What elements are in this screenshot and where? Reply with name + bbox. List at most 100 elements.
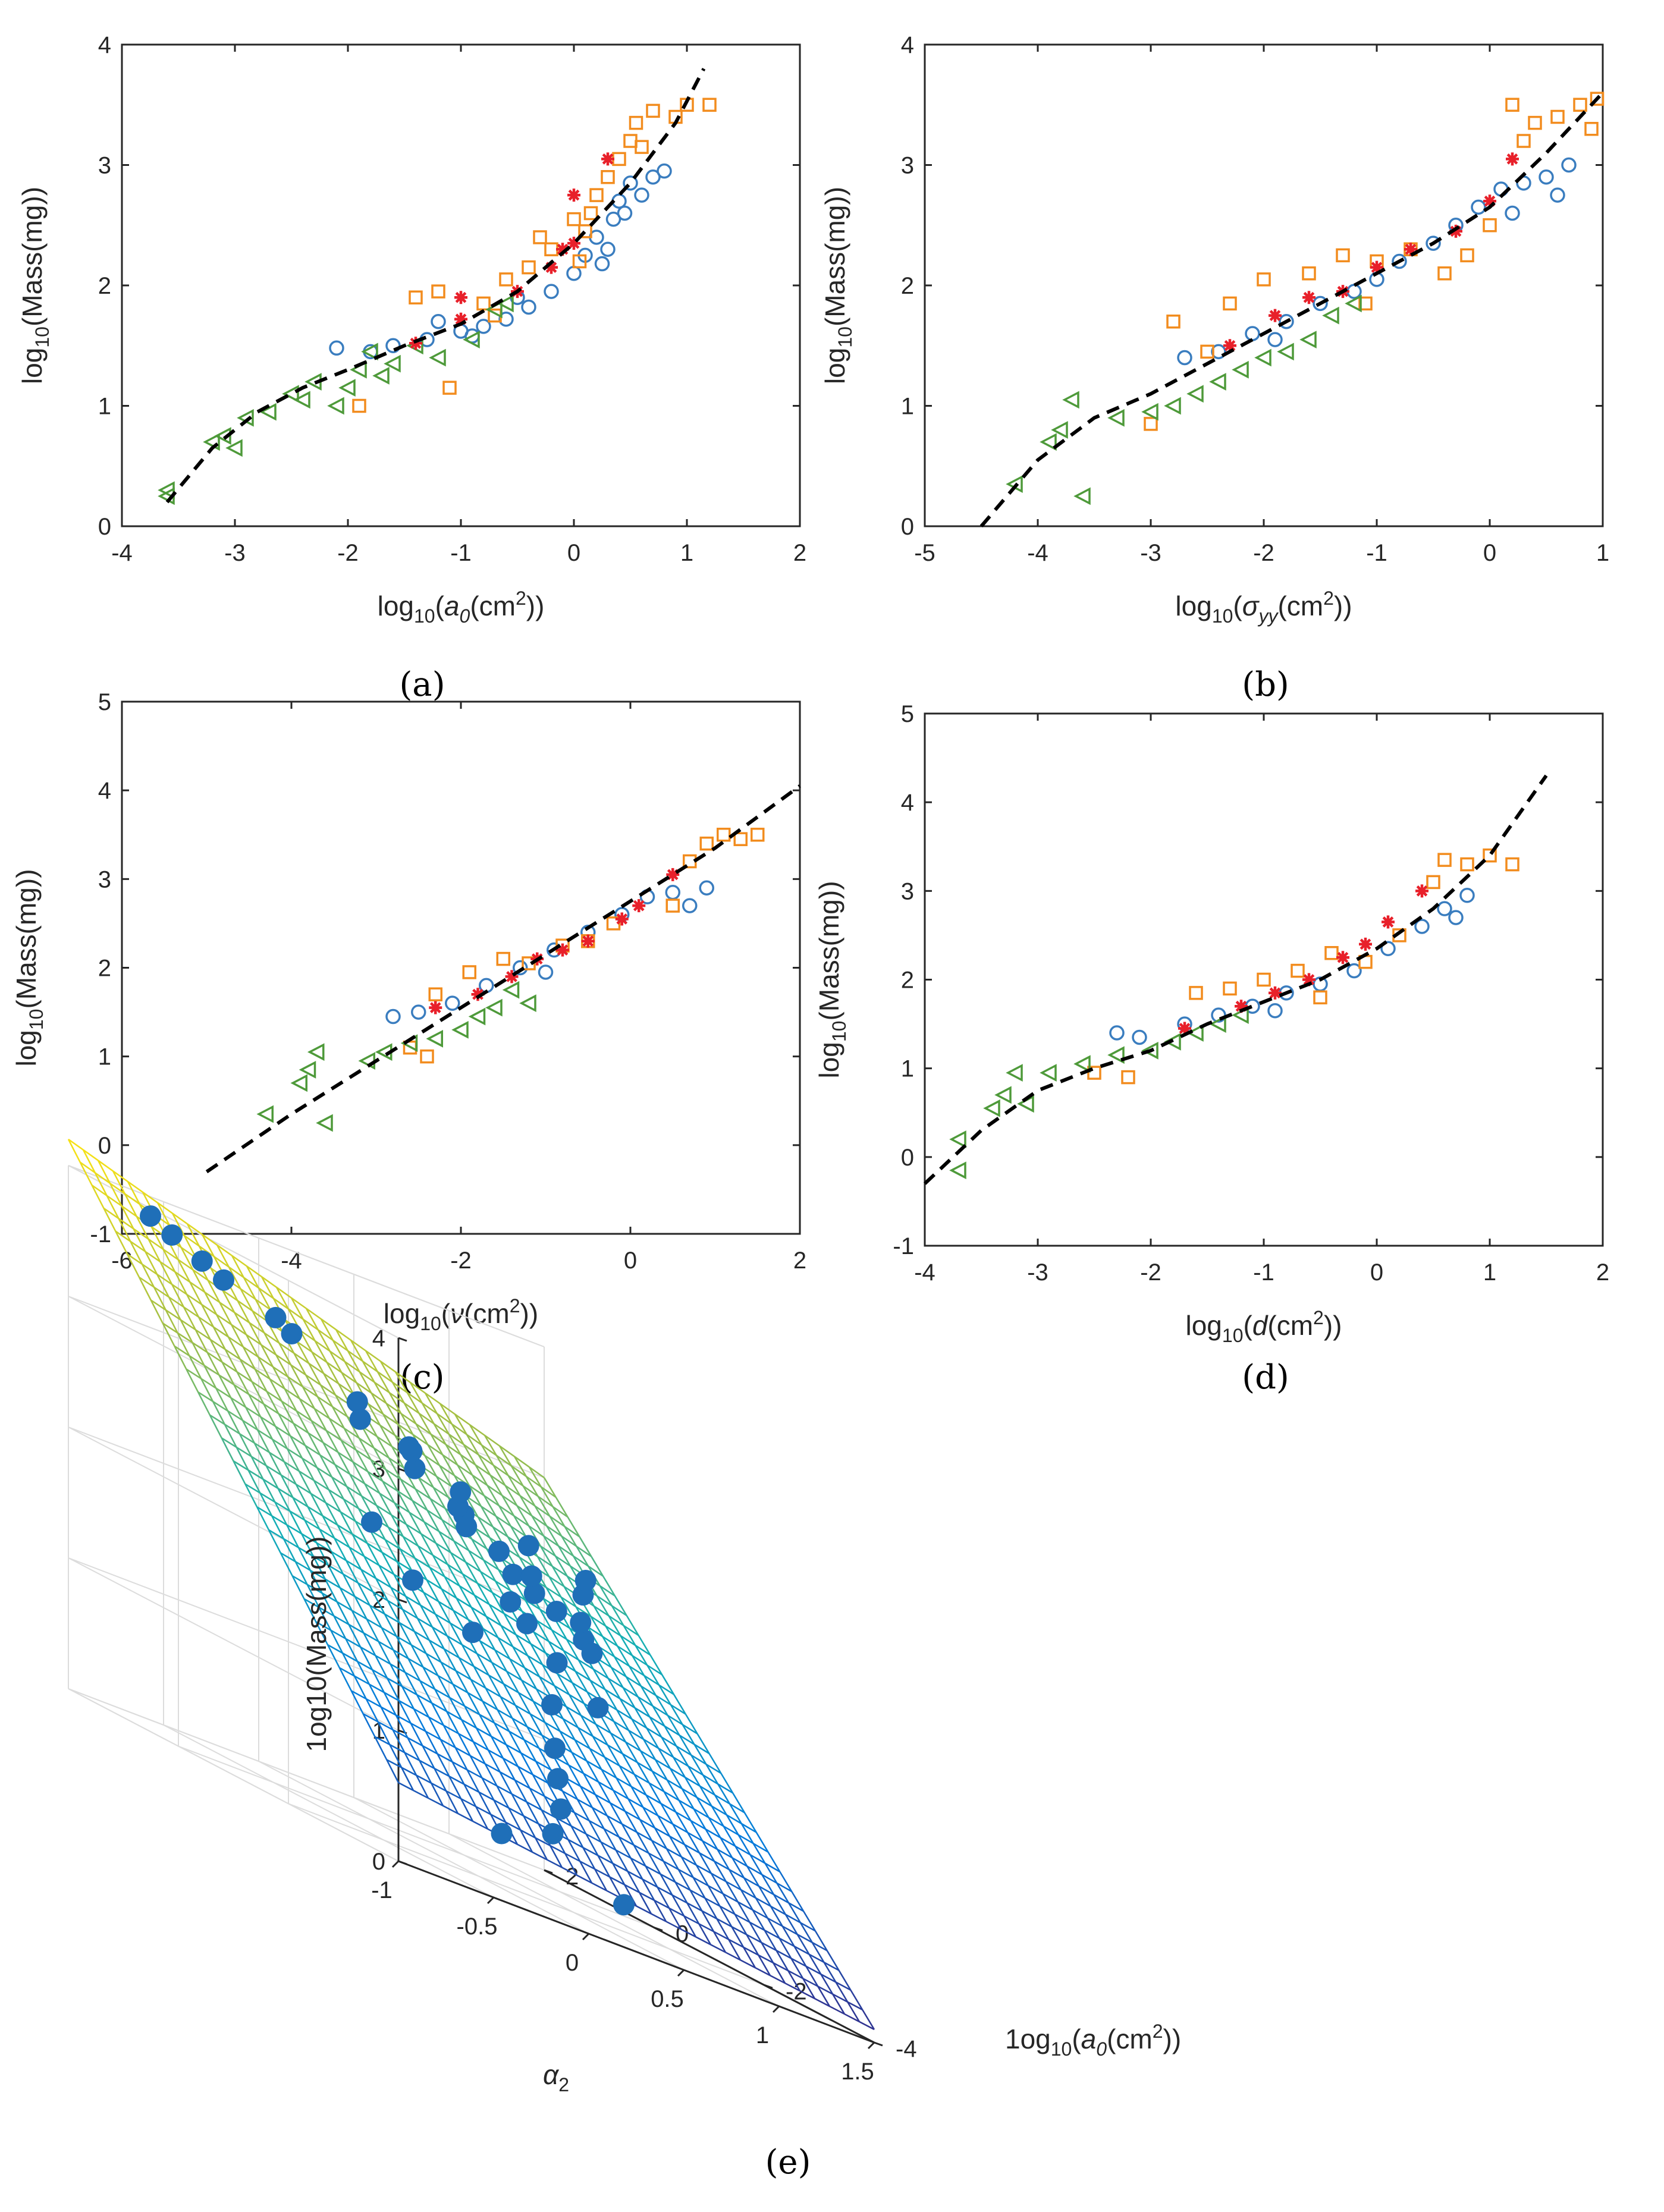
e-mesh-line: [465, 1561, 481, 1573]
e-mesh-line: [478, 1454, 491, 1476]
b-circle-point-15: [1550, 187, 1565, 203]
e-mesh-line: [847, 2002, 861, 2022]
e-mesh-line: [366, 1698, 382, 1708]
e-mesh-line: [682, 1724, 698, 1735]
e-mesh-line: [600, 1841, 617, 1851]
e-mesh-line: [419, 1759, 435, 1770]
e-mesh-line: [423, 1521, 439, 1532]
a-series-triangle: [158, 294, 514, 505]
e-mesh-line: [325, 1429, 342, 1441]
e-mesh-line: [740, 1889, 753, 1911]
e-mesh-line: [641, 1685, 657, 1696]
e-mesh-line: [623, 1687, 639, 1698]
c-ytick-label-6: 5: [98, 689, 111, 715]
c-square-point-11: [717, 828, 731, 842]
e-mesh-line: [708, 1817, 721, 1839]
e-mesh-line: [439, 1403, 456, 1415]
e-mesh-line: [620, 1635, 636, 1647]
e-mesh-line: [332, 1339, 349, 1352]
e-mesh-line: [337, 1525, 350, 1548]
e-mesh-line: [366, 1542, 380, 1566]
e-mesh-line: [628, 1729, 644, 1740]
e-mesh-line: [499, 1445, 515, 1457]
e-data-point-14: [523, 1582, 545, 1604]
e-mesh-line: [761, 1874, 777, 1884]
e-mesh-line: [294, 1561, 308, 1585]
e-mesh-line: [371, 1392, 387, 1405]
e-mesh-line: [327, 1564, 341, 1588]
e-mesh-line: [316, 1542, 332, 1553]
e-mesh-line: [343, 1428, 357, 1451]
e-mesh-line: [515, 1634, 532, 1645]
e-mesh-line: [496, 1785, 510, 1809]
e-mesh-line: [385, 1403, 399, 1425]
e-mesh-line: [174, 1345, 190, 1357]
e-mesh-line: [729, 1803, 742, 1824]
e-mesh-line: [466, 1434, 479, 1456]
e-mesh-line: [221, 1437, 234, 1462]
e-data-point-13: [488, 1540, 510, 1562]
e-mesh-line: [437, 1674, 454, 1685]
e-mesh-line: [198, 1316, 214, 1328]
e-mesh-line: [602, 1636, 616, 1657]
e-mesh-line: [287, 1448, 303, 1459]
e-mesh-line: [240, 1358, 256, 1370]
e-mesh-line: [381, 1627, 397, 1637]
e-mesh-line: [407, 1737, 420, 1761]
e-mesh-line: [376, 1436, 390, 1459]
e-mesh-line: [375, 1505, 389, 1528]
e-mesh-line: [460, 1454, 476, 1466]
e-mesh-line: [424, 1454, 440, 1466]
e-mesh-line: [663, 1791, 680, 1801]
e-mesh-line: [308, 1363, 322, 1385]
e-mesh-line: [263, 1332, 280, 1344]
e-mesh-line: [622, 1753, 638, 1764]
e-mesh-line: [366, 1619, 379, 1642]
e-mesh-line: [434, 1767, 450, 1777]
e-mesh-line: [793, 1946, 810, 1955]
e-mesh-line: [67, 1139, 81, 1163]
b-xtick-label-5: 0: [1483, 540, 1496, 566]
e-xtick-mark-3: [677, 1969, 685, 1977]
e-mesh-line: [286, 1524, 302, 1535]
e-mesh-line: [536, 1556, 550, 1578]
e-mesh-line: [415, 1557, 431, 1569]
e-mesh-line: [244, 1484, 258, 1507]
e-mesh-line: [373, 1447, 387, 1470]
d-square-point-14: [1313, 990, 1327, 1005]
e-mesh-line: [859, 2021, 875, 2031]
e-mesh-line: [705, 1828, 721, 1839]
b-triangle-point-6: [1164, 397, 1181, 415]
e-mesh-line: [713, 1931, 727, 1953]
e-mesh-line: [394, 1502, 407, 1525]
e-mesh-line: [461, 1573, 475, 1596]
e-mesh-line: [413, 1708, 426, 1732]
e-mesh-line: [257, 1429, 273, 1440]
b-star-point-2: [1302, 291, 1315, 304]
e-mesh-line: [492, 1526, 508, 1538]
c-star-point-6: [615, 912, 629, 926]
e-mesh-line: [491, 1736, 507, 1746]
e-mesh-line: [306, 1584, 320, 1608]
e-mesh-line: [180, 1319, 196, 1331]
e-mesh-line: [368, 1683, 382, 1708]
e-mesh-line: [582, 1846, 598, 1856]
e-mesh-line: [457, 1812, 473, 1822]
e-mesh-line: [401, 1767, 415, 1791]
e-mesh-line: [808, 1953, 825, 1963]
e-mesh-line: [171, 1283, 187, 1295]
e-mesh-line: [157, 1202, 173, 1214]
e-mesh-line: [439, 1739, 453, 1762]
e-mesh-line: [266, 1390, 282, 1402]
e-mesh-line: [83, 1149, 99, 1161]
e-mesh-line: [520, 1752, 536, 1762]
e-grid-xfloor-3: [353, 1797, 685, 1971]
e-mesh-line: [654, 1827, 667, 1849]
b-triangle-point-15: [1107, 409, 1125, 427]
e-mesh-line: [410, 1381, 426, 1394]
e-mesh-line: [460, 1798, 476, 1808]
e-mesh-line: [624, 1884, 638, 1907]
e-mesh-line: [331, 1476, 347, 1488]
e-mesh-line: [462, 1573, 478, 1584]
e-mesh-line: [461, 1719, 477, 1729]
